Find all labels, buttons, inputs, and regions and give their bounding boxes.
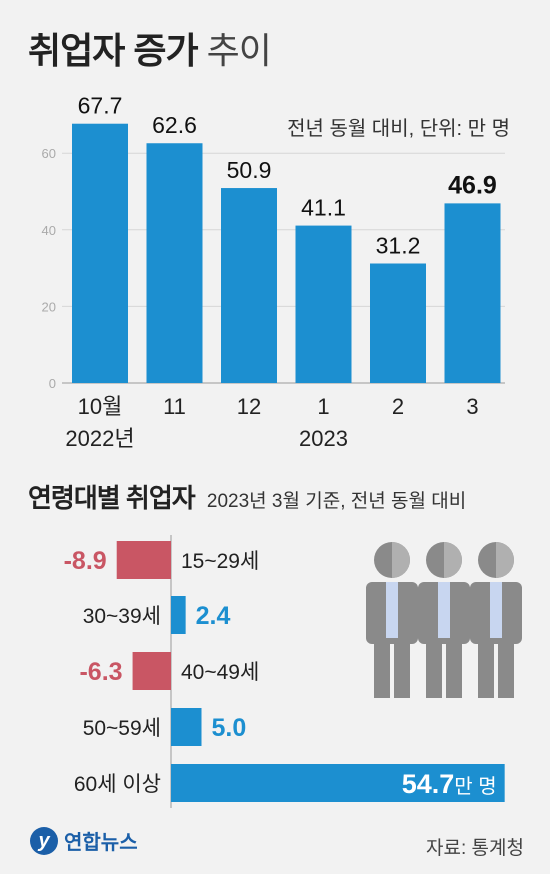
y-tick-label: 60 xyxy=(42,146,56,161)
subtitle-main: 연령대별 취업자 xyxy=(28,483,196,513)
bar xyxy=(221,188,277,383)
x-tick-label: 3 xyxy=(466,394,478,419)
age-value-unit: 만 명 xyxy=(454,775,496,798)
x-tick-label: 2 xyxy=(392,394,404,419)
bar-value-label: 62.6 xyxy=(152,112,197,138)
age-category-label: 40~49세 xyxy=(181,661,259,684)
age-category-label: 50~59세 xyxy=(83,717,161,740)
y-tick-label: 40 xyxy=(42,223,56,238)
bar xyxy=(295,225,352,383)
unit-note: 전년 동월 대비, 단위: 만 명 xyxy=(287,118,510,140)
age-value-label: -6.3 xyxy=(79,658,122,686)
x-year-label: 2022년 xyxy=(65,426,134,451)
age-category-label: 30~39세 xyxy=(83,605,161,628)
title-main: 취업자 증가 xyxy=(28,30,199,71)
bar xyxy=(370,263,426,383)
y-tick-label: 0 xyxy=(49,376,56,391)
x-year-label: 2023 xyxy=(299,426,348,451)
logo-text: 연합뉴스 xyxy=(64,832,138,854)
bar-value-label: 31.2 xyxy=(376,233,421,259)
source-note: 자료: 통계청 xyxy=(426,838,524,859)
title-sub: 추이 xyxy=(206,30,272,71)
age-bar xyxy=(116,541,171,579)
bar-value-label: 41.1 xyxy=(301,195,346,221)
bar xyxy=(444,203,501,383)
age-bar xyxy=(171,596,186,634)
age-bar xyxy=(171,708,202,746)
age-value-label: 5.0 xyxy=(212,714,247,742)
age-bar xyxy=(171,764,505,802)
x-tick-label: 12 xyxy=(237,394,261,419)
bar xyxy=(72,123,128,384)
age-chart-title: 연령대별 취업자 2023년 3월 기준, 전년 동월 대비 xyxy=(28,478,466,515)
subtitle-note: 2023년 3월 기준, 전년 동월 대비 xyxy=(206,491,467,512)
logo: y 연합뉴스 xyxy=(30,826,138,855)
age-value-label: 2.4 xyxy=(196,602,231,630)
bar xyxy=(146,143,203,383)
x-tick-label: 10월 xyxy=(78,394,123,419)
age-bar xyxy=(132,652,171,690)
people-icon xyxy=(366,542,522,698)
age-category-label: 15~29세 xyxy=(181,550,259,573)
bar-value-label: 67.7 xyxy=(78,93,123,119)
y-tick-label: 20 xyxy=(42,299,56,314)
x-tick-label: 1 xyxy=(317,394,329,419)
x-tick-label: 11 xyxy=(163,394,186,419)
logo-mark: y xyxy=(30,826,58,855)
age-category-label: 60세 이상 xyxy=(74,773,161,796)
chart-title: 취업자 증가 추이 xyxy=(28,22,272,74)
age-value-label: -8.9 xyxy=(64,547,107,575)
bar-value-label: 50.9 xyxy=(227,157,272,183)
bar-value-label: 46.9 xyxy=(448,171,497,199)
